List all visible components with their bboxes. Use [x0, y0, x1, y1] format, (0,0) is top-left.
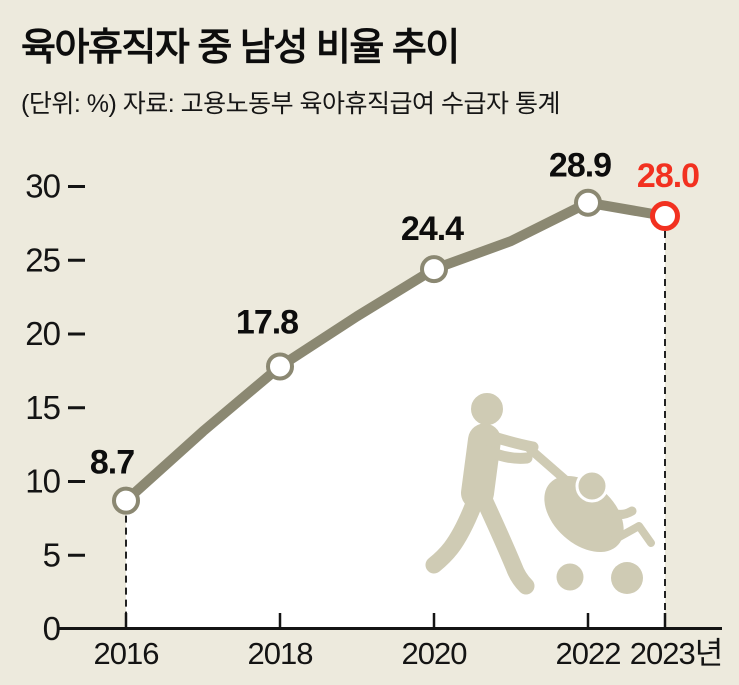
y-tick-label-10: 10	[25, 463, 60, 500]
person-head	[468, 390, 506, 428]
stroller-wheel-rear	[611, 562, 643, 594]
y-tick-label-25: 25	[25, 241, 60, 278]
y-tick-label-0: 0	[43, 610, 61, 647]
stroller-frame	[608, 522, 655, 547]
person-leg-back	[425, 487, 486, 574]
y-tick-label-5: 5	[43, 536, 60, 573]
data-label-2016: 8.7	[90, 444, 134, 482]
x-tick-label-2023: 2023년	[630, 636, 722, 671]
man-pushing-stroller-icon	[425, 390, 655, 595]
person-leg-front	[472, 484, 535, 595]
chart-title: 육아휴직자 중 남성 비율 추이	[21, 27, 460, 69]
data-marker-2023	[650, 201, 680, 231]
data-marker-2020	[420, 255, 448, 284]
x-tick-label-2016: 2016	[94, 636, 159, 671]
data-marker-2016	[112, 486, 140, 515]
x-tick-label-2022: 2022	[556, 636, 621, 671]
y-tick-label-15: 15	[25, 389, 60, 426]
data-marker-2022	[574, 188, 602, 217]
y-tick-label-30: 30	[25, 168, 60, 205]
area-fill	[126, 202, 665, 629]
x-tick-label-2020: 2020	[402, 636, 468, 671]
baby-head	[575, 469, 609, 503]
stroller-wheel-front	[556, 563, 584, 591]
data-label-2020: 24.4	[401, 210, 464, 248]
person-arm-lower	[482, 445, 533, 464]
data-marker-2018	[266, 352, 294, 381]
data-label-2018: 17.8	[236, 303, 298, 341]
data-label-2022: 28.9	[549, 147, 611, 185]
trend-line	[121, 197, 670, 506]
chart-source-note: (단위: %) 자료: 고용노동부 육아휴직급여 수급자 통계	[21, 90, 560, 118]
baby-arm	[597, 501, 637, 520]
y-tick-label-20: 20	[25, 315, 60, 352]
data-label-2023: 28.0	[637, 157, 699, 195]
x-tick-label-2018: 2018	[248, 636, 313, 671]
